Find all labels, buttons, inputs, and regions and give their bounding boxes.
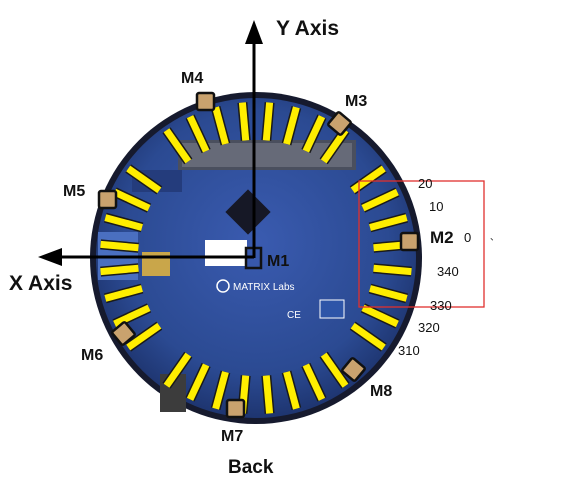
pad-m2 — [399, 231, 420, 252]
matrix-logo-icon — [216, 279, 230, 293]
led-bar — [373, 264, 412, 276]
motor-pads — [97, 91, 420, 419]
led-bar — [186, 363, 210, 401]
led-bar — [163, 352, 192, 388]
pad-m3 — [327, 111, 352, 136]
cert-box — [319, 299, 345, 319]
led-bar — [100, 264, 139, 276]
motor-label-m3: M3 — [345, 93, 367, 110]
brand-text: MATRIX Labs — [233, 282, 295, 293]
y-axis-label: Y Axis — [276, 17, 339, 40]
pad-m4 — [195, 91, 216, 112]
angle-label-320: 320 — [418, 320, 440, 335]
pad-m7 — [225, 398, 246, 419]
led-bar — [212, 371, 229, 410]
ce-mark: CE — [287, 310, 301, 321]
led-bar — [283, 371, 300, 410]
led-bar — [361, 304, 399, 328]
angle-label-340: 340 — [437, 264, 459, 279]
led-bar — [369, 214, 408, 231]
led-bar — [350, 322, 386, 351]
pad-m8 — [341, 357, 366, 382]
led-bar — [186, 115, 210, 153]
led-bar — [238, 102, 250, 141]
led-bar — [262, 375, 274, 414]
angle-label-20: 20 — [418, 176, 432, 191]
back-label: Back — [228, 457, 274, 478]
angle-label-330: 330 — [430, 298, 452, 313]
motor-label-m7: M7 — [221, 428, 243, 445]
x-axis-arrowhead — [38, 248, 62, 266]
board: MATRIX Labs CE — [90, 92, 422, 424]
motor-label-m5: M5 — [63, 183, 85, 200]
led-bar — [100, 240, 139, 252]
led-bar — [212, 106, 229, 145]
led-bar — [369, 285, 408, 302]
motor-label-m2: M2 — [430, 228, 454, 247]
y-axis-arrowhead — [245, 20, 263, 44]
led-bar — [163, 128, 192, 164]
led-bar — [113, 188, 151, 212]
led-bar — [104, 214, 143, 231]
motor-label-m6: M6 — [81, 347, 103, 364]
pad-m5 — [97, 189, 118, 210]
angle-label-10: 10 — [429, 199, 443, 214]
motor-label-m1: M1 — [267, 253, 289, 270]
led-bar — [113, 304, 151, 328]
led-bar — [302, 115, 326, 153]
chip — [225, 189, 271, 235]
led-bar — [283, 106, 300, 145]
led-bar — [262, 102, 274, 141]
highlight-box — [358, 180, 485, 308]
led-bar — [320, 352, 349, 388]
led-bar — [350, 165, 386, 194]
motor-label-m4: M4 — [181, 70, 203, 87]
led-bar — [302, 363, 326, 401]
led-bar — [126, 322, 162, 351]
pad-m6 — [111, 321, 136, 346]
white-label — [205, 240, 247, 266]
led-bar — [361, 188, 399, 212]
angle-label-310: 310 — [398, 343, 420, 358]
led-ring — [100, 102, 412, 414]
motor-label-m8: M8 — [370, 383, 392, 400]
angle-label-0: 0 — [464, 230, 471, 245]
axes — [38, 20, 263, 266]
led-bar — [104, 285, 143, 302]
stray-mark: 、 — [490, 232, 499, 242]
led-bar — [126, 165, 162, 194]
x-axis-label: X Axis — [9, 272, 72, 295]
